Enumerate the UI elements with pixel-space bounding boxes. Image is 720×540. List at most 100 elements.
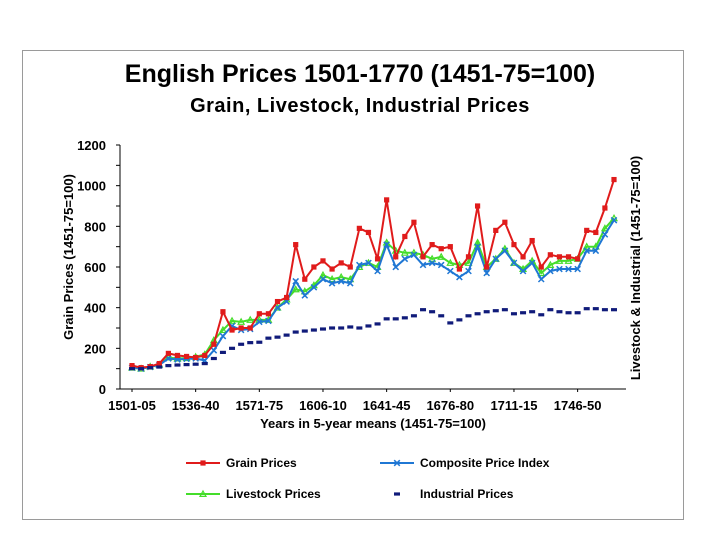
data-point [229, 346, 236, 350]
data-point [547, 308, 554, 312]
data-point [537, 268, 546, 277]
data-point [465, 254, 472, 260]
data-point [247, 341, 254, 345]
data-point [265, 336, 272, 340]
data-point [329, 326, 336, 330]
data-point [528, 259, 536, 267]
data-point [383, 241, 390, 248]
data-point [138, 367, 145, 371]
data-point [429, 242, 435, 248]
data-point [574, 311, 581, 315]
data-point [400, 248, 409, 256]
data-point [529, 237, 535, 244]
data-point [474, 203, 481, 209]
data-point [464, 258, 473, 266]
data-point [193, 354, 199, 361]
data-point [319, 275, 327, 283]
x-axis-label: Years in 5-year means (1451-75=100) [260, 416, 486, 431]
series-line-livestock-prices [131, 217, 615, 370]
data-point [392, 263, 400, 271]
data-point [555, 256, 564, 264]
data-point [601, 308, 608, 312]
data-point [519, 267, 527, 275]
data-point [147, 366, 154, 370]
data-point [284, 294, 290, 301]
data-point [228, 316, 237, 324]
data-point [601, 231, 609, 238]
data-point [356, 261, 363, 269]
data-point [401, 255, 409, 263]
data-point [311, 264, 317, 270]
data-point [575, 256, 581, 262]
data-point [256, 340, 263, 344]
data-point [582, 242, 591, 250]
data-point [174, 352, 181, 359]
data-point [428, 259, 436, 267]
y-tick-label: 600 [84, 260, 106, 275]
data-point [538, 313, 545, 317]
data-point [265, 311, 272, 317]
data-point [374, 256, 381, 262]
data-point [600, 224, 609, 232]
data-point [310, 328, 317, 332]
data-point [419, 261, 427, 269]
data-point [546, 260, 555, 268]
data-point [283, 333, 290, 337]
data-point [547, 267, 554, 275]
y-tick-label: 200 [84, 341, 106, 356]
data-point [374, 322, 381, 326]
data-point [529, 310, 536, 314]
data-point [493, 227, 499, 233]
data-point [365, 229, 372, 236]
data-point [402, 233, 408, 240]
data-point [320, 258, 326, 264]
x-tick-label: 1641-45 [363, 398, 411, 413]
y-tick-label: 800 [84, 219, 106, 234]
data-point [592, 247, 600, 255]
data-point [337, 277, 345, 285]
data-point [255, 318, 263, 326]
data-point [574, 265, 581, 273]
data-point [520, 254, 526, 260]
data-point [328, 279, 336, 287]
data-point [447, 321, 454, 325]
x-tick-label: 1746-50 [554, 398, 602, 413]
chart-subtitle: Grain, Livestock, Industrial Prices [190, 95, 530, 117]
data-point [218, 325, 227, 334]
data-point [210, 356, 217, 361]
data-point [384, 197, 390, 203]
y-tick-label: 1000 [77, 179, 106, 194]
data-point [129, 367, 135, 371]
data-point [420, 254, 426, 260]
legend-swatch-marker [200, 460, 206, 466]
data-point [219, 332, 227, 340]
data-point [356, 326, 363, 330]
data-point [510, 259, 518, 267]
x-tick-label: 1711-15 [490, 398, 537, 413]
data-point [438, 314, 445, 318]
data-point [392, 317, 399, 321]
data-point [492, 255, 500, 263]
legend-label: Livestock Prices [226, 487, 321, 501]
data-point [329, 266, 335, 272]
data-point [337, 272, 346, 281]
data-point [556, 265, 563, 273]
data-point [474, 312, 481, 316]
data-point [437, 252, 446, 260]
data-point [556, 310, 563, 314]
data-point [438, 246, 444, 252]
data-point [474, 243, 481, 250]
x-tick-label: 1501-05 [108, 398, 156, 413]
data-point [446, 258, 455, 266]
data-point [583, 307, 590, 311]
data-point [246, 315, 255, 323]
data-point [509, 258, 518, 266]
data-point [456, 266, 462, 272]
data-point [291, 285, 300, 293]
series-line-composite-price-index [131, 219, 615, 370]
data-point [447, 244, 453, 250]
legend-label: Grain Prices [226, 456, 297, 470]
data-point [265, 317, 272, 325]
chart-title: English Prices 1501-1770 (1451-75=100) [124, 60, 596, 88]
